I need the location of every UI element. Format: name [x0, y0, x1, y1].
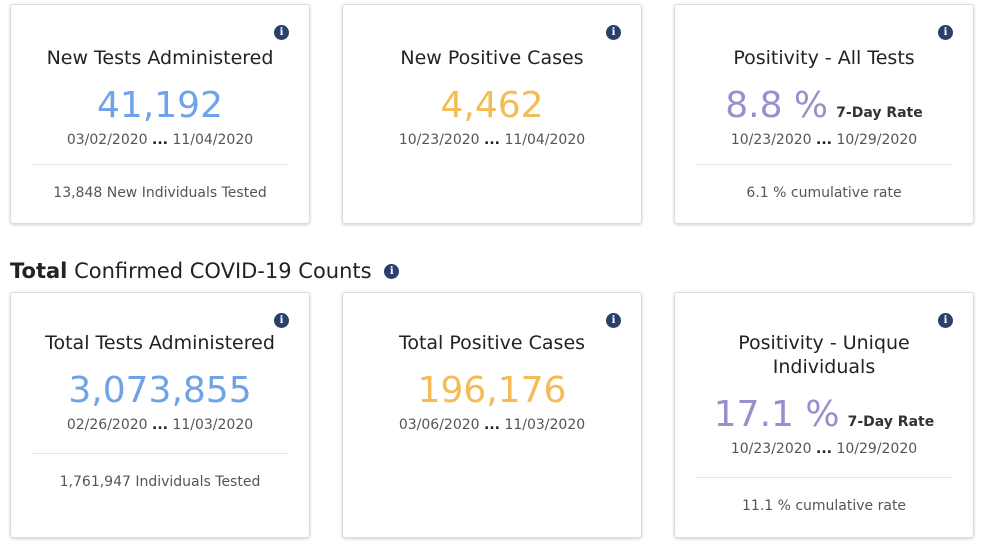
divider [695, 477, 953, 478]
info-icon[interactable]: i [938, 25, 953, 40]
card-footer: 6.1 % cumulative rate [746, 185, 902, 201]
date-range: 03/06/2020 ... 11/03/2020 [343, 417, 641, 433]
date-to: 11/03/2020 [172, 417, 254, 433]
date-range: 10/23/2020 ... 11/04/2020 [343, 132, 641, 148]
new-positive-cases-card: i New Positive Cases 4,462 10/23/2020 ..… [342, 4, 642, 224]
date-ellipsis: ... [816, 441, 832, 457]
info-icon[interactable]: i [938, 313, 953, 328]
value-number: 17.1 % [713, 394, 840, 435]
date-from: 10/23/2020 [730, 441, 812, 457]
value-number: 8.8 % [725, 85, 829, 126]
card-title: Positivity - Unique Individuals [675, 331, 973, 379]
date-ellipsis: ... [484, 417, 500, 433]
card-title-line2: Individuals [772, 356, 876, 378]
info-icon[interactable]: i [384, 264, 400, 279]
date-range: 02/26/2020 ... 11/03/2020 [11, 417, 309, 433]
date-from: 02/26/2020 [66, 417, 148, 433]
rate-label: 7-Day Rate [836, 105, 923, 121]
date-to: 11/04/2020 [172, 132, 254, 148]
date-to: 11/03/2020 [504, 417, 586, 433]
date-from: 03/02/2020 [66, 132, 148, 148]
info-icon[interactable]: i [274, 313, 289, 328]
date-from: 03/06/2020 [398, 417, 480, 433]
rate-label: 7-Day Rate [847, 414, 935, 430]
card-value: 4,462 [440, 85, 544, 126]
card-title-line1: Positivity - Unique [738, 332, 910, 354]
date-ellipsis: ... [484, 132, 500, 148]
card-value: 196,176 [417, 370, 567, 411]
date-to: 11/04/2020 [504, 132, 586, 148]
date-ellipsis: ... [816, 132, 832, 148]
total-positive-cases-card: i Total Positive Cases 196,176 03/06/202… [342, 292, 642, 538]
date-to: 10/29/2020 [836, 441, 918, 457]
info-icon[interactable]: i [606, 25, 621, 40]
date-ellipsis: ... [152, 417, 168, 433]
date-ellipsis: ... [152, 132, 168, 148]
new-tests-card: i New Tests Administered 41,192 03/02/20… [10, 4, 310, 224]
card-value: 17.1 % 7-Day Rate [675, 395, 973, 442]
divider [31, 453, 289, 454]
section-heading-bold: Total [10, 259, 68, 283]
card-footer: 13,848 New Individuals Tested [53, 185, 267, 201]
card-footer: 1,761,947 Individuals Tested [59, 474, 261, 490]
section-heading-text: Confirmed COVID-19 Counts [74, 259, 372, 283]
date-range: 03/02/2020 ... 11/04/2020 [11, 132, 309, 148]
date-from: 10/23/2020 [398, 132, 480, 148]
positivity-unique-card: i Positivity - Unique Individuals 17.1 %… [674, 292, 974, 538]
date-from: 10/23/2020 [730, 132, 812, 148]
card-title: Positivity - All Tests [733, 47, 915, 69]
card-value: 3,073,855 [68, 370, 252, 411]
total-tests-card: i Total Tests Administered 3,073,855 02/… [10, 292, 310, 538]
card-title: Total Positive Cases [398, 332, 586, 354]
date-range: 10/23/2020 ... 10/29/2020 [675, 441, 973, 457]
card-footer: 11.1 % cumulative rate [741, 498, 907, 514]
date-to: 10/29/2020 [836, 132, 918, 148]
card-value: 8.8 % 7-Day Rate [675, 86, 973, 133]
info-icon[interactable]: i [274, 25, 289, 40]
card-title: New Positive Cases [400, 47, 584, 69]
card-title: Total Tests Administered [45, 332, 275, 354]
card-title: New Tests Administered [46, 47, 274, 69]
divider [31, 164, 289, 165]
positivity-all-tests-card: i Positivity - All Tests 8.8 % 7-Day Rate… [674, 4, 974, 224]
info-icon[interactable]: i [606, 313, 621, 328]
card-value: 41,192 [97, 85, 223, 126]
section-heading: Total Confirmed COVID-19 Counts i [10, 259, 400, 283]
date-range: 10/23/2020 ... 10/29/2020 [675, 132, 973, 148]
divider [695, 164, 953, 165]
